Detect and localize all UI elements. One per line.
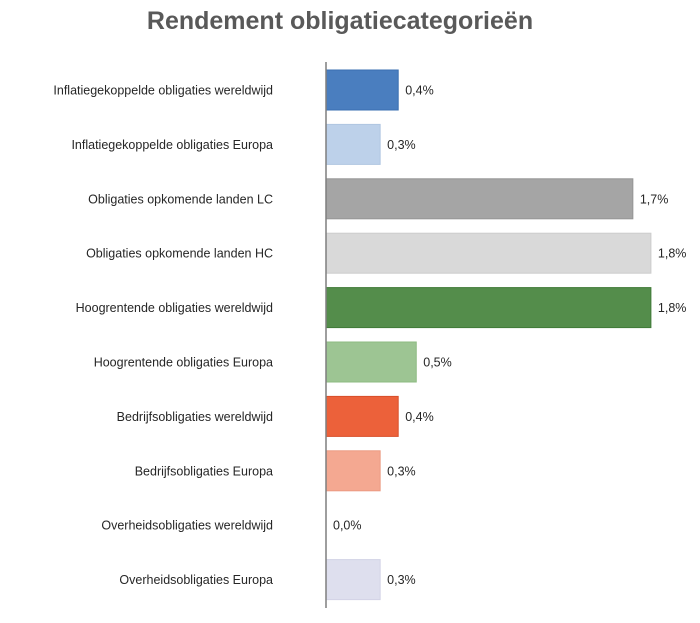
bar <box>325 395 399 437</box>
bar <box>325 69 399 111</box>
data-label: 1,7% <box>640 192 669 206</box>
bar <box>325 287 652 329</box>
category-label: Bedrijfsobligaties Europa <box>135 464 273 478</box>
category-label: Obligaties opkomende landen LC <box>88 192 273 206</box>
bar <box>325 341 417 383</box>
bar <box>325 123 381 165</box>
data-label: 0,0% <box>333 519 362 533</box>
category-label: Overheidsobligaties wereldwijd <box>101 519 273 533</box>
data-label: 0,3% <box>387 464 416 478</box>
category-label: Overheidsobligaties Europa <box>119 573 273 587</box>
category-label: Hoogrentende obligaties wereldwijd <box>76 301 273 315</box>
bar <box>325 232 652 274</box>
category-label: Obligaties opkomende landen HC <box>86 247 273 261</box>
category-label: Inflatiegekoppelde obligaties Europa <box>71 138 273 152</box>
data-label: 0,4% <box>405 84 434 98</box>
data-label: 1,8% <box>658 301 687 315</box>
bar <box>325 178 634 220</box>
category-label: Bedrijfsobligaties wereldwijd <box>117 410 273 424</box>
category-label: Inflatiegekoppelde obligaties wereldwijd <box>53 84 273 98</box>
data-label: 0,5% <box>423 356 452 370</box>
bar <box>325 559 381 601</box>
data-label: 0,4% <box>405 410 434 424</box>
category-label: Hoogrentende obligaties Europa <box>94 356 273 370</box>
data-label: 0,3% <box>387 573 416 587</box>
data-label: 0,3% <box>387 138 416 152</box>
data-label: 1,8% <box>658 247 687 261</box>
bar <box>325 450 381 492</box>
chart-title: Rendement obligatiecategorieën <box>147 7 533 35</box>
